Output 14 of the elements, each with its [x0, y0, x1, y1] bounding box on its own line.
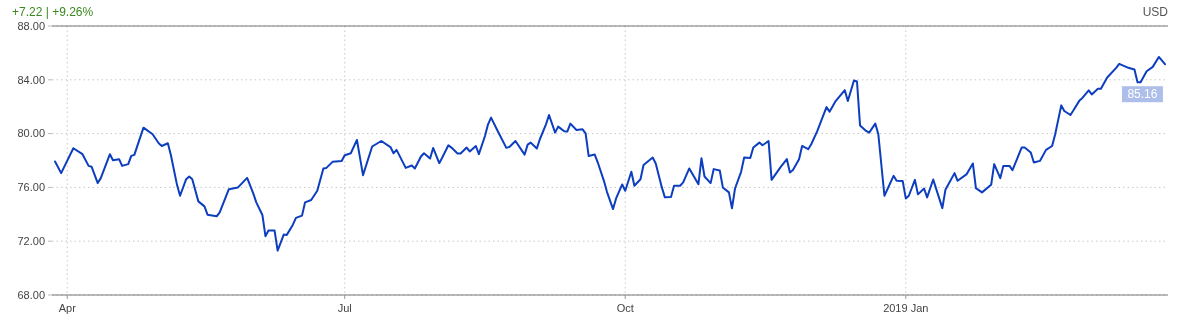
y-tick-label: 84.00 — [17, 73, 45, 86]
y-tick-label: 80.00 — [17, 127, 45, 140]
chart-subtitle: +7.22 | +9.26% — [12, 5, 94, 19]
x-tick-label: Apr — [58, 302, 77, 314]
y-axis-title: USD — [1142, 5, 1169, 19]
x-tick-label: Jul — [337, 302, 352, 314]
annotation: 85.16 — [1127, 87, 1158, 102]
y-tick-label: 68.00 — [17, 288, 45, 301]
x-tick-label: 2019 Jan — [883, 302, 929, 314]
line-series — [54, 55, 1166, 252]
y-tick-label: 76.00 — [17, 181, 45, 194]
y-tick-label: 88.00 — [17, 19, 45, 32]
y-tick-label: 72.00 — [17, 235, 45, 248]
x-tick-label: Oct — [616, 302, 634, 314]
